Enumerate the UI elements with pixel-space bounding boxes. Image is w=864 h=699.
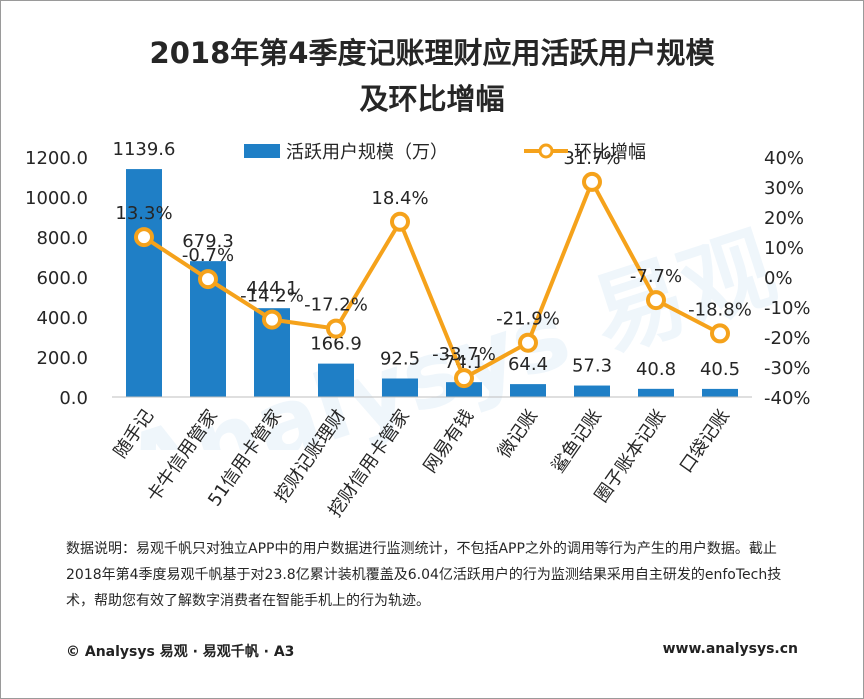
data-note: 数据说明：易观千帆只对独立APP中的用户数据进行监测统计，不包括APP之外的调用… [66, 541, 782, 609]
growth-point [518, 332, 538, 353]
bar-value-label: 1139.6 [113, 139, 176, 160]
y-left-tick-label: 200.0 [36, 348, 88, 369]
bar-value-label: 679.3 [182, 231, 234, 252]
y-left-tick-label: 1200.0 [25, 148, 88, 169]
bar [382, 378, 418, 397]
growth-point [134, 227, 154, 248]
bar-value-label: 40.5 [700, 359, 740, 380]
growth-value-label: 13.3% [115, 203, 172, 224]
legend-bar-swatch [244, 144, 280, 158]
y-right-tick-label: -20% [764, 328, 811, 349]
x-tick-label: 随手记 [110, 406, 158, 462]
bar-value-label: 166.9 [310, 334, 362, 355]
growth-point [262, 309, 282, 330]
growth-value-label: -14.2% [240, 286, 304, 307]
y-left-tick-label: 600.0 [36, 268, 88, 289]
y-left-tick-label: 0.0 [59, 388, 88, 409]
chart-title-line-1: 2018年第4季度记账理财应用活跃用户规模 [149, 36, 715, 70]
chart-title-line-2: 及环比增幅 [359, 82, 505, 116]
y-right-tick-label: 30% [764, 178, 804, 199]
growth-point [582, 171, 602, 192]
growth-value-label: 18.4% [371, 188, 428, 209]
y-left-tick-label: 800.0 [36, 228, 88, 249]
footer-copyright: © Analysys 易观 · 易观千帆 · A3 [66, 644, 295, 660]
bar-value-label: 40.8 [636, 359, 676, 380]
bar [702, 388, 738, 397]
y-right-tick-label: 10% [764, 238, 804, 259]
growth-line [142, 179, 721, 381]
bar [446, 382, 482, 397]
bar [510, 384, 546, 397]
x-tick-label: 鲨鱼记账 [548, 406, 606, 477]
bar [574, 385, 610, 397]
chart-title: 2018年第4季度记账理财应用活跃用户规模 及环比增幅 [0, 30, 864, 122]
y-right-tick-label: 0% [764, 268, 793, 289]
growth-point [326, 318, 346, 339]
bar-value-label: 57.3 [572, 356, 612, 377]
growth-value-label: -7.7% [630, 266, 682, 287]
footer-website[interactable]: www.analysys.cn [662, 641, 798, 657]
bar-value-label: 92.5 [380, 349, 420, 370]
legend-line-label: 环比增幅 [574, 142, 646, 163]
growth-value-label: 31.7% [563, 148, 620, 169]
growth-value-label: -21.9% [496, 309, 560, 330]
y-right-tick-label: -10% [764, 298, 811, 319]
growth-value-label: -33.7% [432, 344, 496, 365]
growth-point [646, 290, 666, 311]
y-left-tick-label: 400.0 [36, 308, 88, 329]
bar-value-label: 64.4 [508, 354, 548, 375]
growth-point [710, 323, 730, 344]
y-right-tick-label: 40% [764, 148, 804, 169]
growth-value-label: -18.8% [688, 299, 752, 320]
growth-value-label: -17.2% [304, 295, 368, 316]
legend-line-marker [538, 143, 554, 159]
growth-point [454, 368, 474, 389]
x-tick-label: 微记账 [494, 406, 542, 462]
y-right-tick-label: -40% [764, 388, 811, 409]
legend-bar-label: 活跃用户规模（万） [286, 142, 448, 163]
bar [638, 388, 674, 397]
y-right-tick-label: 20% [764, 208, 804, 229]
bar [318, 363, 354, 397]
bar-value-label: 444.1 [246, 278, 298, 299]
y-right-tick-label: -30% [764, 358, 811, 379]
x-tick-label: 网易有钱 [420, 406, 478, 477]
growth-value-label: -0.7% [182, 245, 234, 266]
y-left-tick-label: 1000.0 [25, 188, 88, 209]
growth-point [390, 211, 410, 232]
growth-point [198, 269, 218, 290]
bar [126, 169, 162, 397]
x-tick-label: 口袋记账 [676, 406, 734, 477]
